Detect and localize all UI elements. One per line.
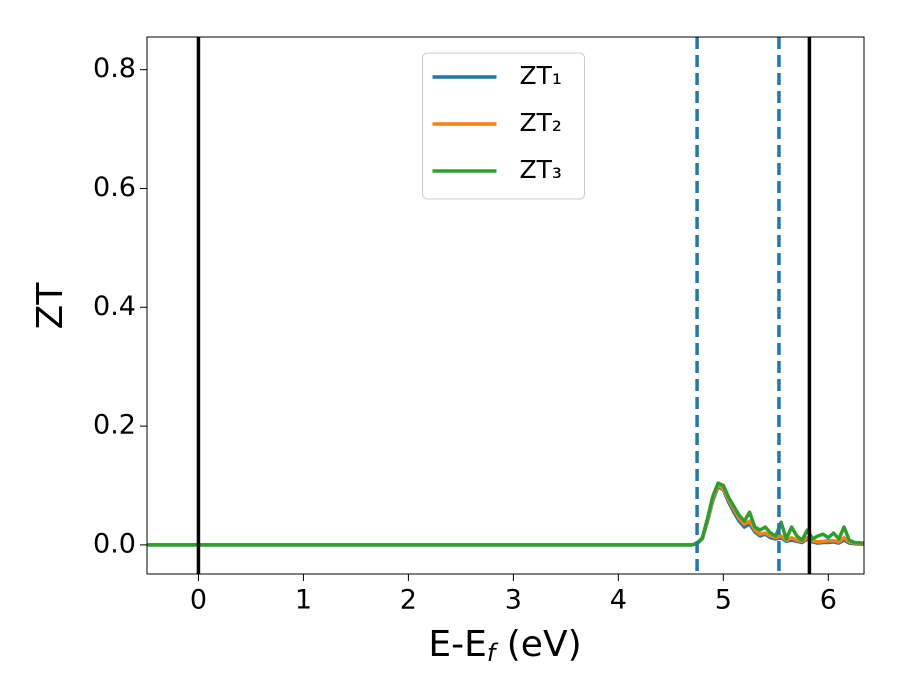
y-tick-label: 0.2 xyxy=(93,410,136,441)
plot-frame xyxy=(146,36,865,575)
legend-label: ZT₁ xyxy=(520,61,562,90)
x-label-main: E-E xyxy=(428,624,486,665)
y-tick-label: 0.8 xyxy=(93,53,136,84)
x-tick-label: 6 xyxy=(820,585,837,616)
y-tick-label: 0.4 xyxy=(93,291,136,322)
series-line xyxy=(147,481,864,547)
x-tick-label: 3 xyxy=(505,585,522,616)
legend: ZT₁ ZT₂ ZT₃ xyxy=(422,52,585,200)
legend-label: ZT₃ xyxy=(520,155,562,184)
y-tick-label: 0.6 xyxy=(93,172,136,203)
x-axis-label: E-Ef (eV) xyxy=(428,624,581,667)
x-tick-label: 0 xyxy=(190,585,207,616)
legend-box xyxy=(422,52,585,200)
series-line xyxy=(147,484,864,547)
legend-label: ZT₂ xyxy=(520,108,562,137)
x-tick-label: 4 xyxy=(610,585,627,616)
y-tick-label: 0.0 xyxy=(93,528,136,559)
x-tick-label: 1 xyxy=(295,585,312,616)
y-axis-label: ZT xyxy=(30,282,71,330)
x-tick-label: 5 xyxy=(715,585,732,616)
x-tick-label: 2 xyxy=(400,585,417,616)
x-label-rest: (eV) xyxy=(495,624,581,665)
series-line xyxy=(147,483,864,547)
plot-area xyxy=(147,37,864,574)
